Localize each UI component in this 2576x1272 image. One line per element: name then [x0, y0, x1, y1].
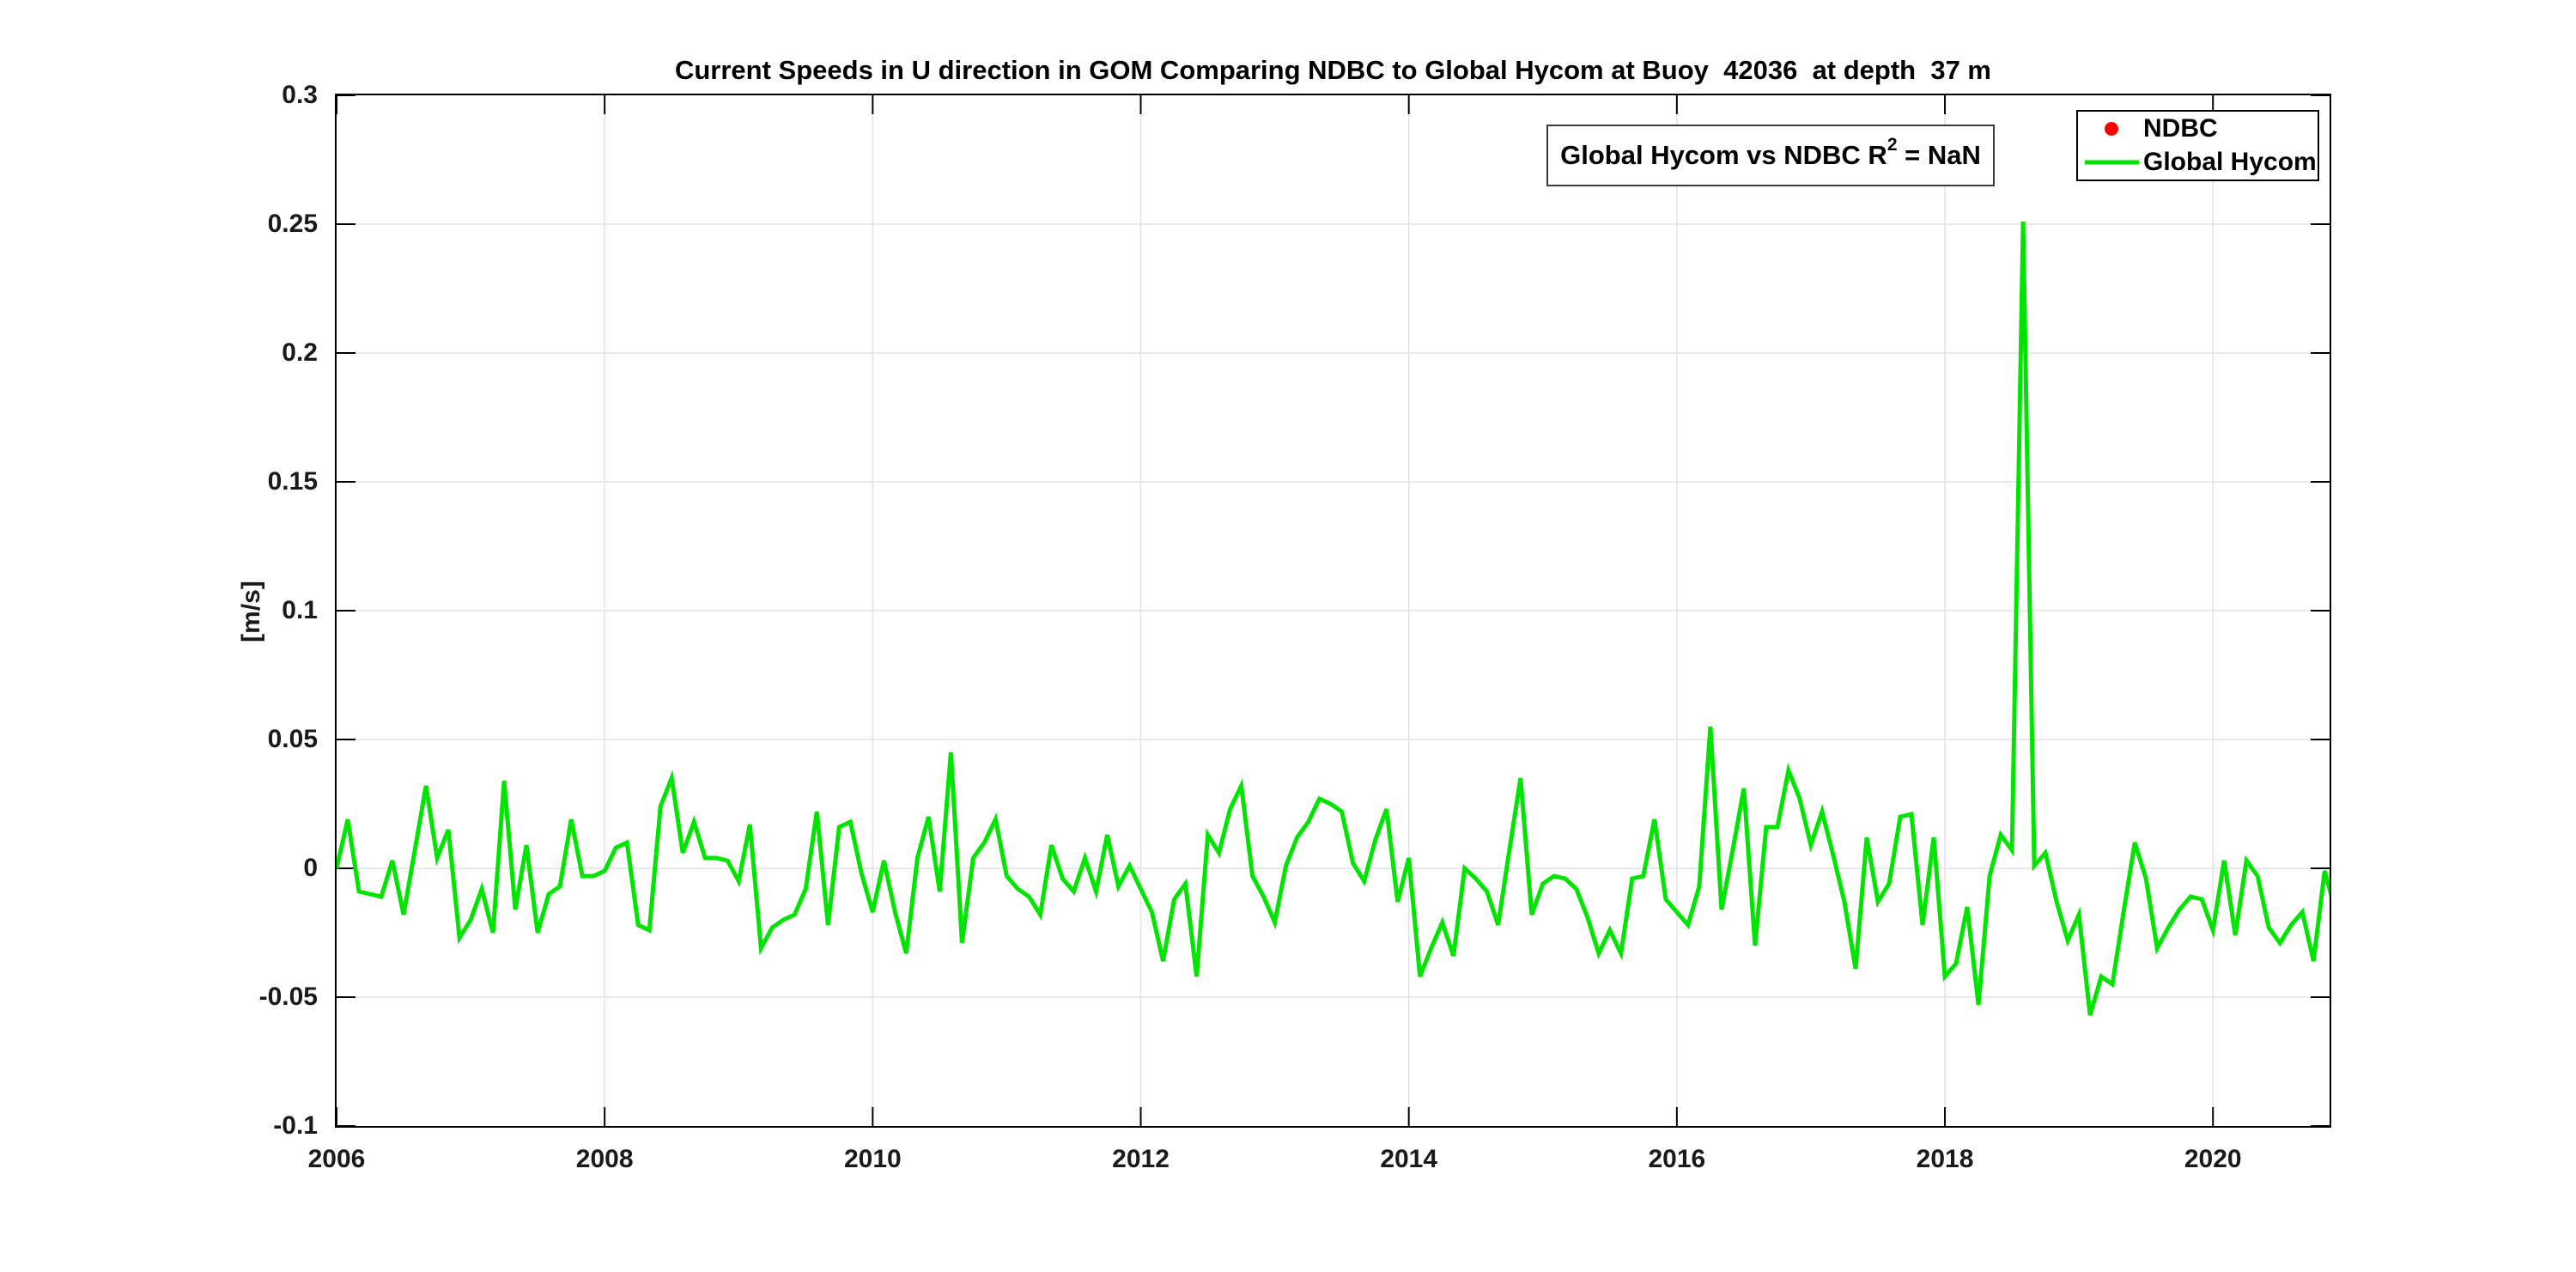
x-tick-label: 2018 — [1916, 1145, 1974, 1173]
y-tick-label: 0.05 — [267, 725, 318, 753]
x-tick-label: 2008 — [575, 1145, 634, 1173]
annotation-superscript: 2 — [1886, 135, 1898, 155]
x-tick-label: 2016 — [1648, 1145, 1706, 1173]
y-tick-label: 0.25 — [267, 210, 318, 238]
y-tick-label: 0.2 — [282, 338, 318, 367]
x-tick-label: 2014 — [1380, 1145, 1438, 1173]
chart-title: Current Speeds in U direction in GOM Com… — [674, 55, 1992, 85]
series-line-global-hycom — [337, 221, 2330, 1016]
legend-item-global-hycom: Global Hycom — [2078, 146, 2318, 179]
y-tick-label: 0.3 — [282, 81, 318, 109]
x-tick-label: 2010 — [843, 1145, 902, 1173]
plot-svg — [337, 95, 2330, 1126]
x-tick-label: 2006 — [307, 1145, 366, 1173]
x-tick-label: 2020 — [2184, 1145, 2242, 1173]
y-tick-label: 0.1 — [282, 596, 318, 624]
y-tick-label: 0 — [303, 854, 318, 882]
x-tick-label: 2012 — [1112, 1145, 1170, 1173]
legend-label-ndbc: NDBC — [2143, 114, 2218, 143]
ndbc-dot-marker-icon — [2105, 122, 2118, 136]
y-tick-label: -0.1 — [273, 1111, 318, 1140]
y-tick-label: -0.05 — [258, 983, 318, 1011]
legend: NDBC Global Hycom — [2076, 110, 2319, 181]
legend-label-global-hycom: Global Hycom — [2143, 148, 2317, 176]
legend-item-ndbc: NDBC — [2078, 113, 2318, 145]
annotation-text-prefix: Global Hycom vs NDBC R — [1560, 140, 1887, 170]
y-tick-label: 0.15 — [267, 467, 318, 496]
hycom-line-marker-icon — [2085, 160, 2139, 165]
plot-area — [335, 94, 2331, 1128]
annotation-text-suffix: = NaN — [1897, 140, 1981, 170]
r-squared-annotation: Global Hycom vs NDBC R 2 = NaN — [1546, 125, 1995, 186]
